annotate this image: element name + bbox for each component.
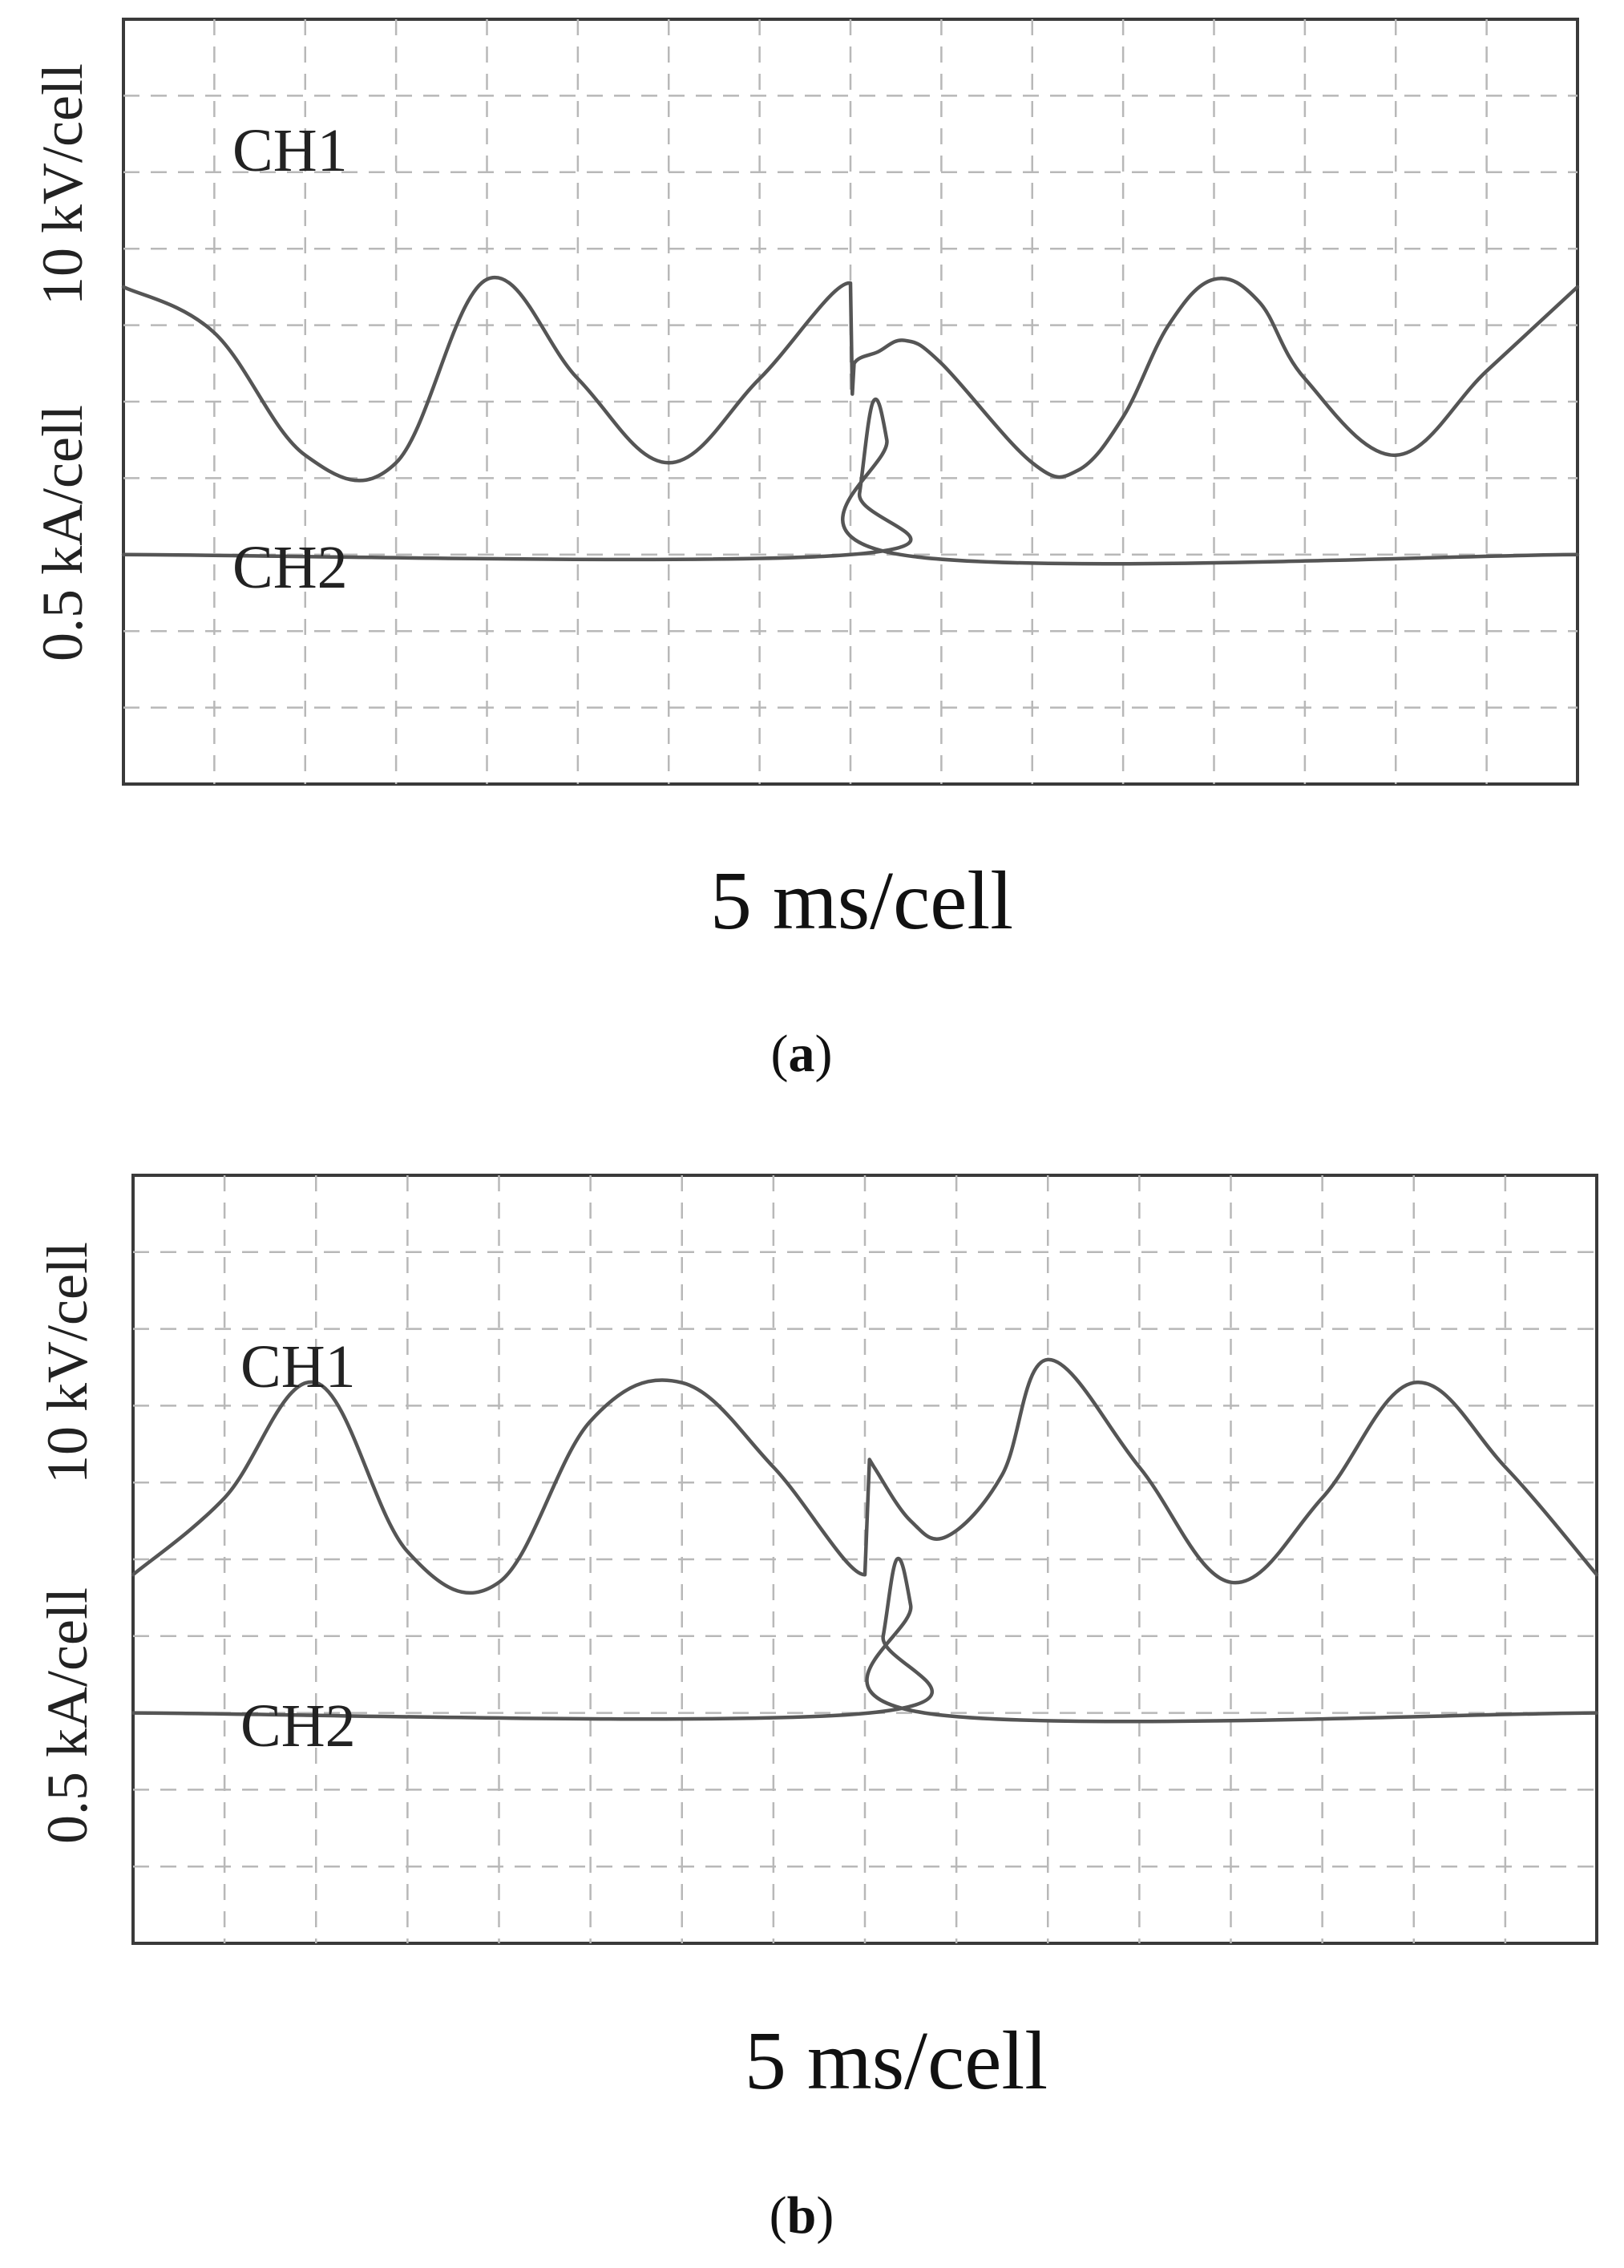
panel-b-caption-letter: b: [787, 2186, 817, 2245]
panel-a-grid: [123, 19, 1578, 784]
panel-b-x-label: 5 ms/cell: [745, 2015, 1048, 2107]
panel-b: CH1 CH2 10 kV/cell 0.5 kA/cell 5 ms/cell…: [35, 1174, 1599, 2245]
panel-a-y-label-ch2: 0.5 kA/cell: [30, 405, 95, 661]
panel-b-y-label-ch2: 0.5 kA/cell: [35, 1587, 99, 1844]
panel-b-ch1-trace: [131, 1357, 1599, 1595]
panel-b-caption: (b): [770, 2186, 834, 2245]
panel-a-caption: (a): [771, 1025, 833, 1083]
panel-b-ch2-trace: [131, 1556, 1599, 1724]
panel-a-x-label: 5 ms/cell: [710, 855, 1013, 947]
panel-a-y-label-ch1: 10 kV/cell: [30, 63, 95, 305]
panel-a-ch2-trace: [121, 397, 1580, 566]
panel-b-ch2-label: CH2: [240, 1692, 356, 1760]
panel-a-ch1-label: CH1: [232, 117, 348, 184]
panel-a: CH1 CH2 10 kV/cell 0.5 kA/cell 5 ms/cell…: [30, 18, 1580, 1083]
panel-b-y-label-ch1: 10 kV/cell: [35, 1242, 99, 1484]
panel-a-caption-letter: a: [789, 1025, 815, 1083]
panel-a-ch1-trace: [121, 275, 1580, 483]
panel-b-ch1-label: CH1: [240, 1333, 356, 1401]
panel-a-ch2-label: CH2: [232, 534, 348, 601]
